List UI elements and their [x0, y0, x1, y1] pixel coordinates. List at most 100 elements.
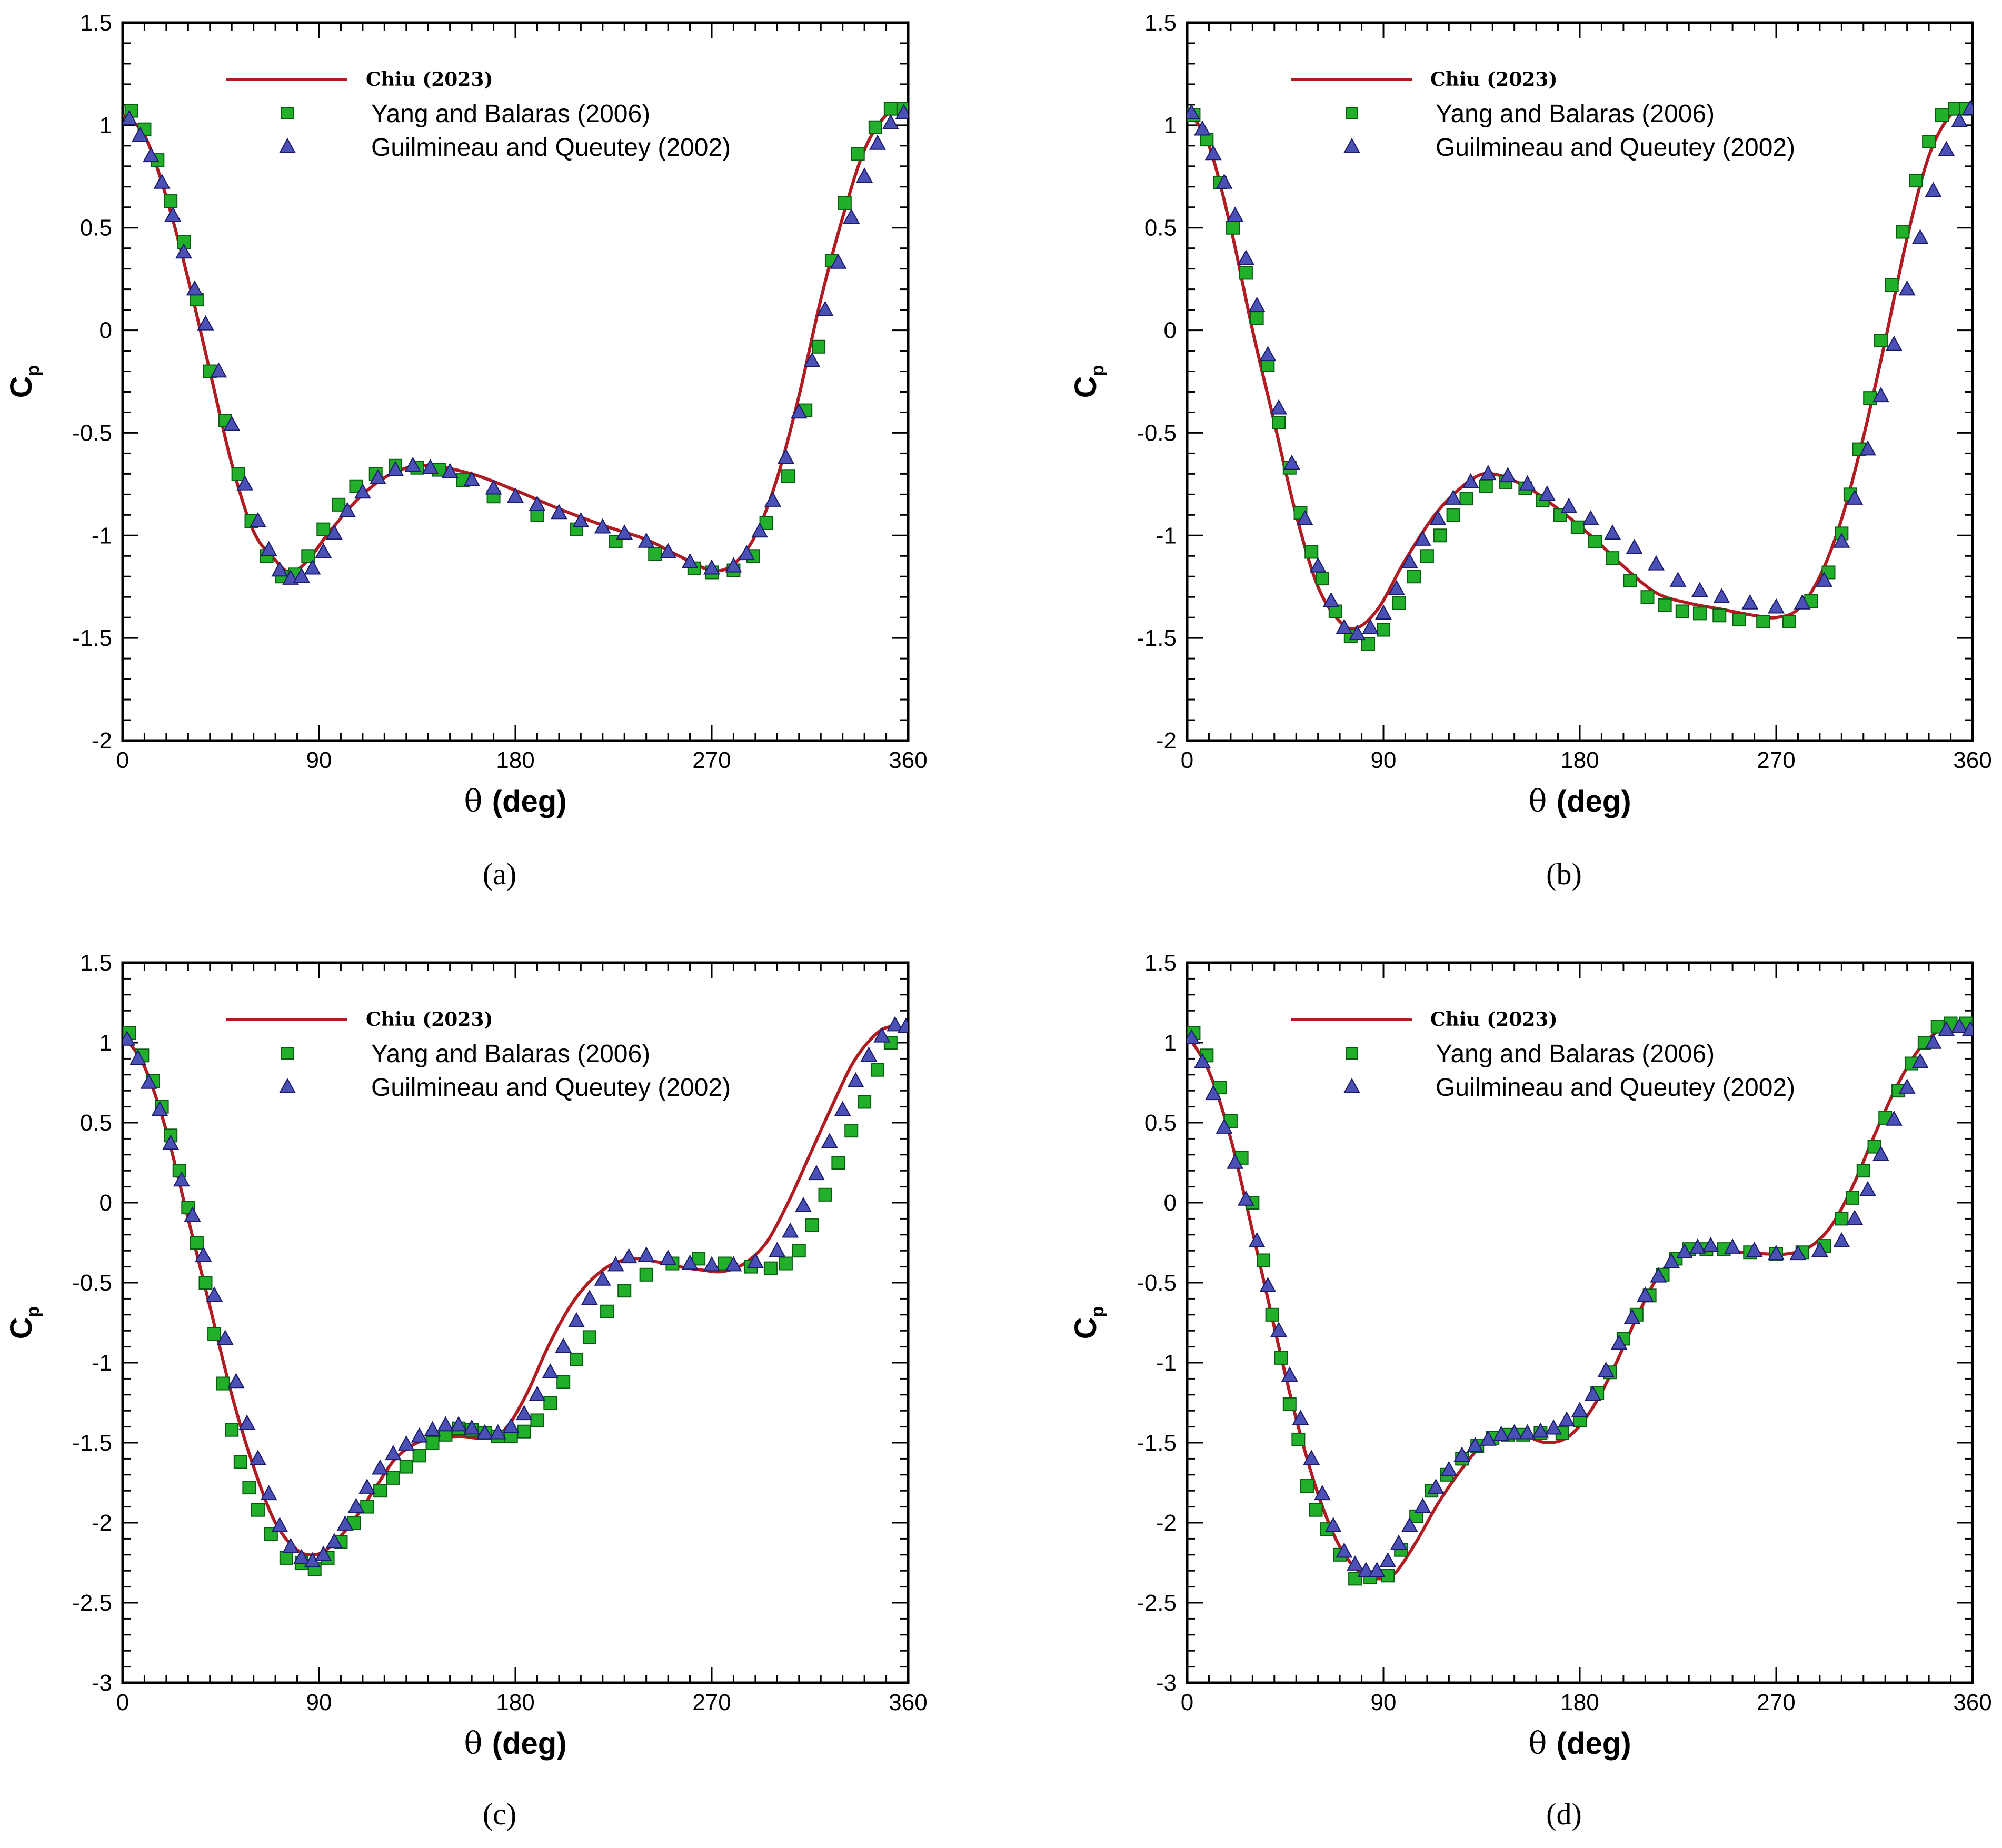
point-guilmineau-queutey-2002 [1859, 1181, 1877, 1196]
point-yang-balaras-2006 [1433, 528, 1447, 543]
point-guilmineau-queutey-2002 [369, 469, 386, 484]
x-tick-label: 270 [692, 1690, 731, 1715]
point-yang-balaras-2006 [225, 1423, 239, 1437]
point-yang-balaras-2006 [858, 1095, 872, 1109]
point-yang-balaras-2006 [617, 1284, 632, 1298]
x-tick-label: 0 [1181, 1690, 1193, 1715]
point-guilmineau-queutey-2002 [1938, 141, 1955, 156]
point-guilmineau-queutey-2002 [271, 1517, 288, 1532]
point-guilmineau-queutey-2002 [250, 1450, 266, 1465]
y-tick-label: -0.5 [1137, 420, 1177, 446]
x-tick-label: 90 [1371, 747, 1397, 773]
point-guilmineau-queutey-2002 [1741, 594, 1759, 610]
point-yang-balaras-2006 [172, 1164, 186, 1178]
y-tick-label: 0.5 [1144, 1110, 1177, 1136]
point-guilmineau-queutey-2002 [1833, 532, 1850, 548]
point-guilmineau-queutey-2002 [1296, 510, 1313, 525]
point-yang-balaras-2006 [805, 1218, 819, 1232]
y-tick-label: 1 [1164, 113, 1177, 138]
point-guilmineau-queutey-2002 [476, 1424, 493, 1440]
point-guilmineau-queutey-2002 [151, 1101, 168, 1116]
point-guilmineau-queutey-2002 [1833, 1232, 1850, 1247]
point-yang-balaras-2006 [1272, 415, 1286, 429]
point-guilmineau-queutey-2002 [485, 479, 502, 495]
point-yang-balaras-2006 [399, 1460, 413, 1474]
point-guilmineau-queutey-2002 [1597, 1362, 1615, 1377]
point-guilmineau-queutey-2002 [384, 1445, 402, 1461]
point-guilmineau-queutey-2002 [1216, 1118, 1233, 1134]
point-guilmineau-queutey-2002 [1961, 1021, 1973, 1036]
point-guilmineau-queutey-2002 [616, 524, 633, 540]
point-yang-balaras-2006 [844, 1124, 859, 1138]
x-tick-label: 270 [1757, 1690, 1795, 1715]
point-guilmineau-queutey-2002 [1216, 173, 1233, 189]
point-guilmineau-queutey-2002 [1898, 280, 1916, 296]
panel-label: (c) [483, 1797, 516, 1831]
point-yang-balaras-2006 [1226, 221, 1240, 235]
point-guilmineau-queutey-2002 [782, 1222, 799, 1238]
plot-area [1187, 1016, 1973, 1586]
point-guilmineau-queutey-2002 [808, 1165, 825, 1181]
point-guilmineau-queutey-2002 [1479, 1430, 1497, 1446]
point-guilmineau-queutey-2002 [681, 1254, 699, 1270]
point-guilmineau-queutey-2002 [1270, 399, 1288, 415]
point-guilmineau-queutey-2002 [1794, 594, 1811, 610]
point-guilmineau-queutey-2002 [856, 167, 873, 183]
point-guilmineau-queutey-2002 [795, 1197, 812, 1212]
y-tick-label: 0 [99, 1190, 112, 1216]
point-yang-balaras-2006 [1588, 534, 1602, 548]
point-yang-balaras-2006 [530, 1413, 544, 1427]
point-yang-balaras-2006 [639, 1267, 653, 1282]
point-guilmineau-queutey-2002 [293, 1549, 310, 1564]
point-guilmineau-queutey-2002 [216, 1330, 234, 1345]
point-guilmineau-queutey-2002 [769, 1242, 786, 1257]
point-guilmineau-queutey-2002 [1768, 1245, 1785, 1261]
y-axis-title: Cp [1069, 1306, 1108, 1340]
point-guilmineau-queutey-2002 [1324, 1517, 1342, 1532]
x-tick-label: 0 [1181, 747, 1193, 773]
point-guilmineau-queutey-2002 [725, 557, 742, 573]
point-yang-balaras-2006 [1640, 590, 1655, 604]
panel-label: (a) [483, 857, 516, 891]
y-tick-label: -1.5 [1137, 1430, 1177, 1456]
point-guilmineau-queutey-2002 [1885, 335, 1903, 351]
panel-label: (b) [1546, 857, 1582, 891]
point-guilmineau-queutey-2002 [437, 1416, 454, 1432]
point-yang-balaras-2006 [517, 1424, 531, 1439]
point-guilmineau-queutey-2002 [197, 315, 214, 331]
x-tick-label: 0 [116, 1690, 129, 1715]
point-guilmineau-queutey-2002 [422, 458, 439, 474]
point-yang-balaras-2006 [1732, 613, 1746, 627]
point-yang-balaras-2006 [870, 1063, 884, 1077]
point-yang-balaras-2006 [198, 1276, 213, 1290]
point-guilmineau-queutey-2002 [1187, 1028, 1200, 1044]
point-guilmineau-queutey-2002 [660, 1250, 677, 1265]
point-guilmineau-queutey-2002 [1259, 346, 1277, 362]
point-guilmineau-queutey-2002 [140, 1073, 157, 1089]
y-tick-label: 0 [99, 318, 112, 344]
point-guilmineau-queutey-2002 [1362, 618, 1379, 634]
legend-square-swatch [281, 1047, 294, 1060]
point-guilmineau-queutey-2002 [1872, 1145, 1889, 1161]
point-guilmineau-queutey-2002 [238, 1414, 256, 1430]
y-tick-label: -1 [1156, 1350, 1177, 1376]
point-yang-balaras-2006 [779, 1256, 793, 1271]
point-yang-balaras-2006 [1446, 508, 1460, 522]
point-guilmineau-queutey-2002 [1440, 1461, 1458, 1476]
point-guilmineau-queutey-2002 [1911, 229, 1929, 244]
panel-b: 0 90 180 270 360 -2 -1.5 -1 -0.5 0 0.5 1 1.5 θ (deg) C… [1069, 10, 1992, 891]
x-tick-label: 180 [1560, 747, 1599, 773]
legend-label-guilmineau: Guilmineau and Queutey (2002) [1436, 134, 1795, 162]
x-axis-title: θ (deg) [464, 1725, 566, 1761]
x-tick-label: 360 [1953, 1690, 1991, 1715]
y-tick-label: -1 [92, 1350, 112, 1376]
point-yang-balaras-2006 [1885, 278, 1899, 292]
point-guilmineau-queutey-2002 [1237, 1190, 1254, 1206]
point-yang-balaras-2006 [1392, 596, 1406, 610]
point-guilmineau-queutey-2002 [1846, 490, 1864, 505]
point-yang-balaras-2006 [582, 1330, 596, 1344]
point-guilmineau-queutey-2002 [1558, 1411, 1576, 1427]
x-axis-title: θ (deg) [1528, 1725, 1631, 1761]
plot-frame [121, 21, 910, 742]
y-tick-label: -0.5 [72, 420, 112, 446]
